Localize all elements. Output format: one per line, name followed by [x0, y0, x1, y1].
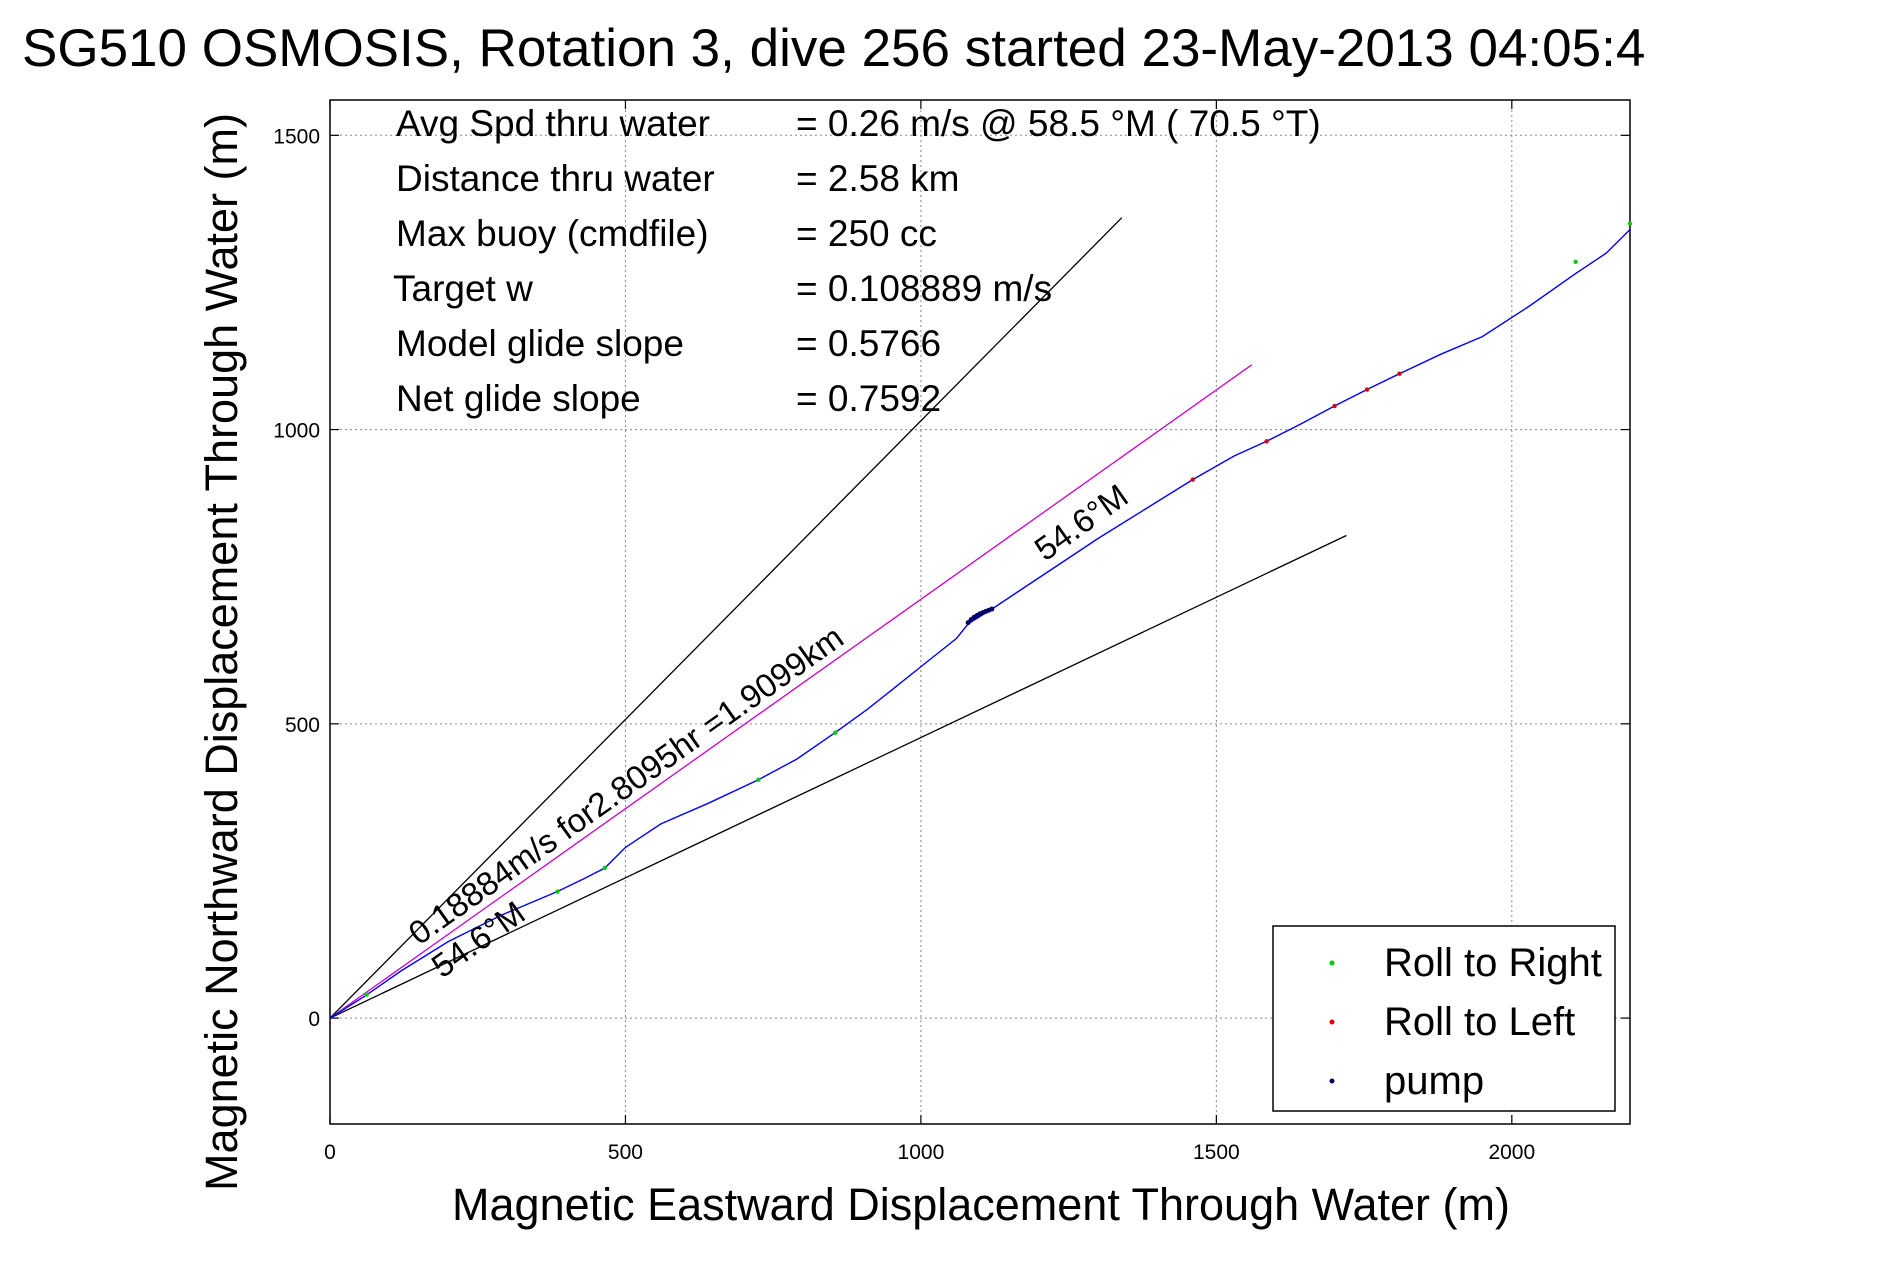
heading-bound-lower-line	[329, 534, 1347, 1019]
legend-marker-roll-to-right	[1329, 960, 1335, 966]
stat-label: Max buoy (cmdfile)	[396, 213, 709, 254]
heading-label-upper: 54.6°M	[1028, 477, 1135, 568]
stat-value: = 0.108889 m/s	[796, 268, 1052, 309]
axis-ticks: 0 500 1000 1500 2000 0 500 1000 1500	[273, 100, 1630, 1164]
roll-to-left-point	[1364, 387, 1370, 392]
roll-to-right-point	[1627, 221, 1633, 226]
chart-title: SG510 OSMOSIS, Rotation 3, dive 256 star…	[22, 19, 1645, 78]
stat-label: Avg Spd thru water	[396, 103, 710, 144]
depth-averaged-line	[329, 364, 1253, 1019]
legend-marker-pump	[1329, 1078, 1335, 1084]
x-tick-label: 1500	[1193, 1141, 1240, 1164]
roll-to-left-point	[1190, 477, 1195, 482]
legend-label-roll-to-left: Roll to Left	[1384, 1000, 1575, 1044]
legend-marker-roll-to-left	[1329, 1019, 1335, 1025]
x-tick-label: 0	[324, 1141, 336, 1164]
grid-lines	[330, 100, 1630, 1124]
roll-to-left-point	[1264, 439, 1269, 444]
plot-frame	[329, 99, 1631, 1125]
roll-to-right-point	[555, 889, 560, 894]
roll-to-left-point	[1332, 403, 1337, 409]
roll-to-right-point	[756, 777, 761, 782]
legend-label-roll-to-right: Roll to Right	[1384, 941, 1602, 985]
stat-value: = 0.7592	[796, 378, 941, 419]
stat-value: = 0.26 m/s @ 58.5 °M ( 70.5 °T)	[796, 103, 1321, 144]
stat-label: Target w	[393, 268, 533, 309]
y-tick-label: 0	[308, 1008, 320, 1031]
stats-block: Avg Spd thru water = 0.26 m/s @ 58.5 °M (…	[393, 103, 1321, 419]
roll-to-right-point	[1573, 259, 1578, 265]
x-tick-label: 500	[608, 1141, 643, 1164]
stat-value: = 0.5766	[796, 323, 941, 364]
x-axis-label: Magnetic Eastward Displacement Through W…	[452, 1179, 1510, 1230]
x-tick-label: 1000	[898, 1141, 945, 1164]
roll-to-left-point	[1397, 371, 1402, 376]
stat-value: = 2.58 km	[796, 158, 960, 199]
legend-label-pump: pump	[1384, 1059, 1484, 1103]
roll-to-right-point	[364, 992, 369, 997]
stat-label: Distance thru water	[396, 158, 715, 199]
y-tick-label: 500	[285, 714, 320, 737]
roll-to-right-point	[833, 730, 838, 735]
legend: Roll to Right Roll to Left pump	[1272, 925, 1616, 1112]
roll-to-right-point	[602, 865, 607, 871]
y-axis-label: Magnetic Northward Displacement Through …	[196, 113, 247, 1191]
heading-bound-upper-line	[329, 217, 1123, 1019]
data-marks	[364, 221, 1633, 997]
y-tick-label: 1500	[273, 125, 320, 148]
stat-value: = 250 cc	[796, 213, 937, 254]
x-tick-label: 2000	[1488, 1141, 1535, 1164]
stat-label: Net glide slope	[396, 378, 641, 419]
stat-label: Model glide slope	[396, 323, 684, 364]
pump-point	[989, 606, 995, 612]
y-tick-label: 1000	[273, 420, 320, 443]
